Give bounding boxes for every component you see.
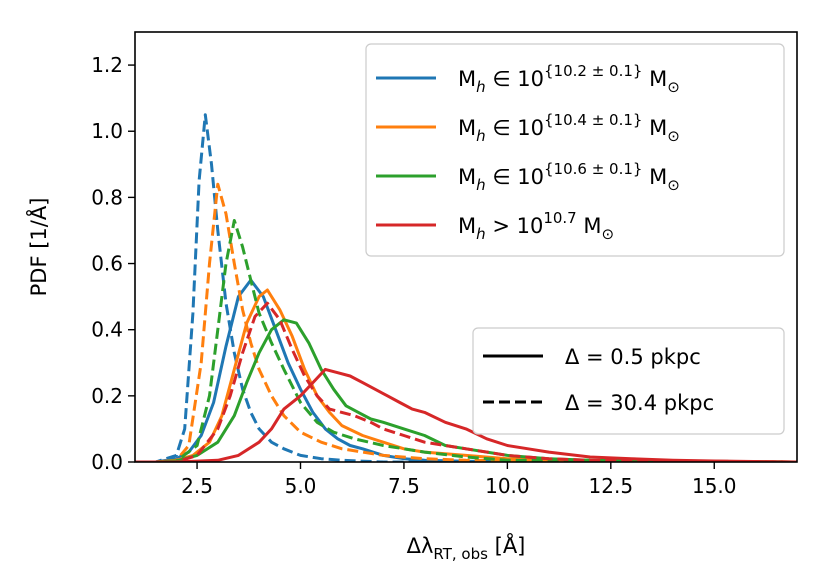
legend-label-1: Mh ∈ 10{10.2 ± 0.1} M⊙ [458,62,680,96]
series-3-dashed-line [135,219,797,462]
y-axis-label: PDF [1/Å] [25,198,51,297]
x-axis-label: ΔλRT, obs [Å] [407,532,526,563]
x-tick-label: 10.0 [485,474,530,498]
series-lines [135,113,797,462]
style-label-dashed: Δ = 30.4 pkpc [565,391,714,415]
y-tick-label: 1.0 [91,119,123,143]
series-2-solid-line [135,288,797,462]
legend-label-3: Mh ∈ 10{10.6 ± 0.1} M⊙ [458,160,680,194]
series-legend-box [365,43,785,257]
style-legend-box [472,327,785,435]
series-4-solid-line [135,367,797,462]
axes-frame [134,31,798,463]
y-tick-label: 0.6 [91,252,123,276]
x-tick-label: 2.5 [181,474,213,498]
y-axis-ticks: 0.0 0.2 0.4 0.6 0.8 1.0 1.2 [91,53,135,474]
series-legend: Mh ∈ 10{10.2 ± 0.1} M⊙ Mh ∈ 10{10.4 ± 0.1… [365,43,785,257]
style-label-solid: Δ = 0.5 pkpc [565,345,701,369]
x-tick-label: 12.5 [589,474,634,498]
series-2-dashed-line [135,182,797,462]
x-tick-label: 5.0 [285,474,317,498]
style-legend: Δ = 0.5 pkpc Δ = 30.4 pkpc [472,327,785,435]
y-tick-label: 0.8 [91,185,123,209]
series-1-dashed-line [135,113,797,462]
series-1-solid-line [135,278,797,462]
y-tick-label: 0.4 [91,318,123,342]
x-tick-label: 15.0 [692,474,737,498]
legend-label-2: Mh ∈ 10{10.4 ± 0.1} M⊙ [458,111,680,145]
x-tick-label: 7.5 [388,474,420,498]
y-tick-label: 0.2 [91,384,123,408]
y-tick-label: 1.2 [91,53,123,77]
x-axis-ticks: 2.5 5.0 7.5 10.0 12.5 15.0 [181,462,737,498]
legend-label-4: Mh > 1010.7 M⊙ [458,209,614,243]
y-tick-label: 0.0 [91,450,123,474]
